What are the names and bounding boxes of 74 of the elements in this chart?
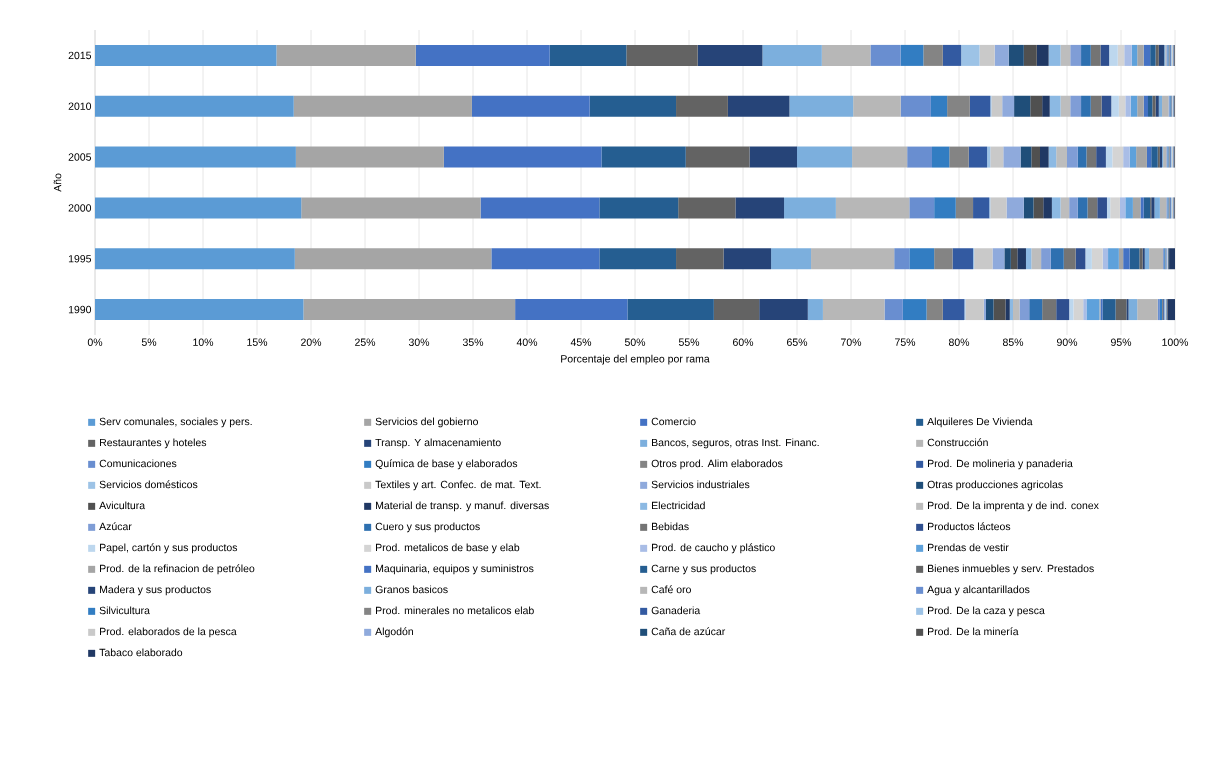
legend-label: Maquinaria, equipos y suministros — [376, 564, 534, 575]
y-tick-label: 1990 — [68, 305, 92, 314]
legend-label: Prod. De molineria y panaderia — [928, 459, 1073, 470]
legend-label: Productos lácteos — [928, 522, 1011, 531]
legend-label: Agua y alcantarillados — [927, 585, 1030, 596]
legend-label: Bebidas — [652, 522, 689, 531]
legend-label: Avicultura — [99, 501, 146, 510]
x-tick-label: 55% — [678, 338, 700, 346]
x-tick-label: 45% — [570, 338, 592, 346]
legend-label: Construcción — [927, 438, 988, 447]
legend-label: Silvicultura — [99, 606, 150, 615]
legend-label: Servicios del gobierno — [375, 417, 479, 428]
legend-label: Prendas de vestir — [928, 543, 1009, 552]
x-tick-label: 70% — [841, 338, 862, 346]
x-tick-label: 25% — [355, 338, 376, 346]
legend-label: Material de transp. y manuf. diversas — [376, 501, 549, 512]
legend-label: Comercio — [651, 417, 696, 426]
y-tick-label: 2000 — [68, 204, 92, 212]
x-tick-label: 95% — [1111, 338, 1132, 346]
x-tick-label: 50% — [624, 338, 646, 346]
legend-label: Prod. De la caza y pesca — [928, 606, 1045, 617]
legend-label: Servicios industriales — [651, 480, 750, 489]
legend-label: Azúcar — [99, 522, 132, 531]
x-tick-label: 90% — [1057, 338, 1078, 346]
legend-label: Prod. De la minería — [928, 627, 1019, 636]
legend-label: Bancos, seguros, otras Inst. Financ. — [652, 438, 819, 449]
x-tick-label: 0% — [87, 338, 103, 346]
legend-label: Prod. De la imprenta y de ind. conex — [928, 501, 1099, 512]
legend-label: Prod. metalicos de base y elab — [376, 543, 520, 554]
x-tick-label: 30% — [408, 338, 430, 346]
legend-label: Cuero y sus productos — [375, 522, 480, 533]
x-tick-label: 100% — [1162, 338, 1189, 346]
x-tick-label: 15% — [247, 338, 268, 346]
legend-label: Madera y sus productos — [100, 585, 211, 596]
y-tick-label: 1995 — [68, 255, 92, 263]
legend-label: Ganaderia — [651, 606, 701, 615]
legend-label: Electricidad — [652, 501, 705, 510]
legend-label: Servicios domésticos — [99, 480, 198, 489]
x-tick-label: 65% — [787, 338, 808, 346]
legend-label: Prod. elaborados de la pesca — [100, 627, 237, 638]
legend-label: Bienes inmuebles y serv. Prestados — [928, 564, 1094, 575]
legend-label: Química de base y elaborados — [375, 459, 518, 470]
x-tick-label: 10% — [193, 338, 214, 346]
legend-label: Carne y sus productos — [651, 564, 756, 575]
legend-label: Algodón — [375, 627, 413, 638]
legend-label: Prod. de la refinacion de petróleo — [100, 564, 255, 575]
legend-label: Tabaco elaborado — [99, 648, 183, 657]
legend-label: Transp. Y almacenamiento — [375, 438, 501, 449]
x-tick-label: 5% — [141, 338, 157, 346]
x-tick-label: 75% — [895, 338, 916, 346]
x-tick-label: 80% — [948, 338, 970, 346]
x-tick-label: 40% — [516, 338, 538, 346]
x-tick-label: 20% — [301, 338, 322, 346]
legend-label: Alquileres De Vivienda — [927, 417, 1033, 428]
y-tick-label: 2015 — [68, 51, 92, 60]
x-tick-label: 85% — [1002, 338, 1024, 346]
legend-label: Granos basicos — [375, 585, 448, 594]
x-tick-label: 60% — [733, 338, 754, 346]
x-axis-title: Porcentaje del empleo por rama — [561, 354, 710, 365]
x-tick-label: 35% — [462, 338, 484, 346]
legend-label: Otros prod. Alim elaborados — [651, 459, 783, 470]
legend-label: Comunicaciones — [99, 459, 177, 468]
y-tick-label: 2005 — [68, 153, 92, 161]
y-axis-title: Año — [53, 173, 62, 192]
legend-label: Otras producciones agricolas — [927, 480, 1063, 491]
y-tick-label: 2010 — [68, 102, 92, 110]
legend-label: Serv comunales, sociales y pers. — [99, 417, 252, 428]
legend-label: Papel, cartón y sus productos — [100, 543, 238, 554]
legend-label: Prod. de caucho y plástico — [652, 543, 775, 554]
legend-label: Café oro — [651, 585, 691, 594]
legend-label: Textiles y art. Confec. de mat. Text. — [375, 480, 541, 491]
legend-label: Prod. minerales no metalicos elab — [376, 606, 534, 615]
legend-label: Caña de azúcar — [651, 627, 726, 636]
legend-label: Restaurantes y hoteles — [100, 438, 207, 449]
